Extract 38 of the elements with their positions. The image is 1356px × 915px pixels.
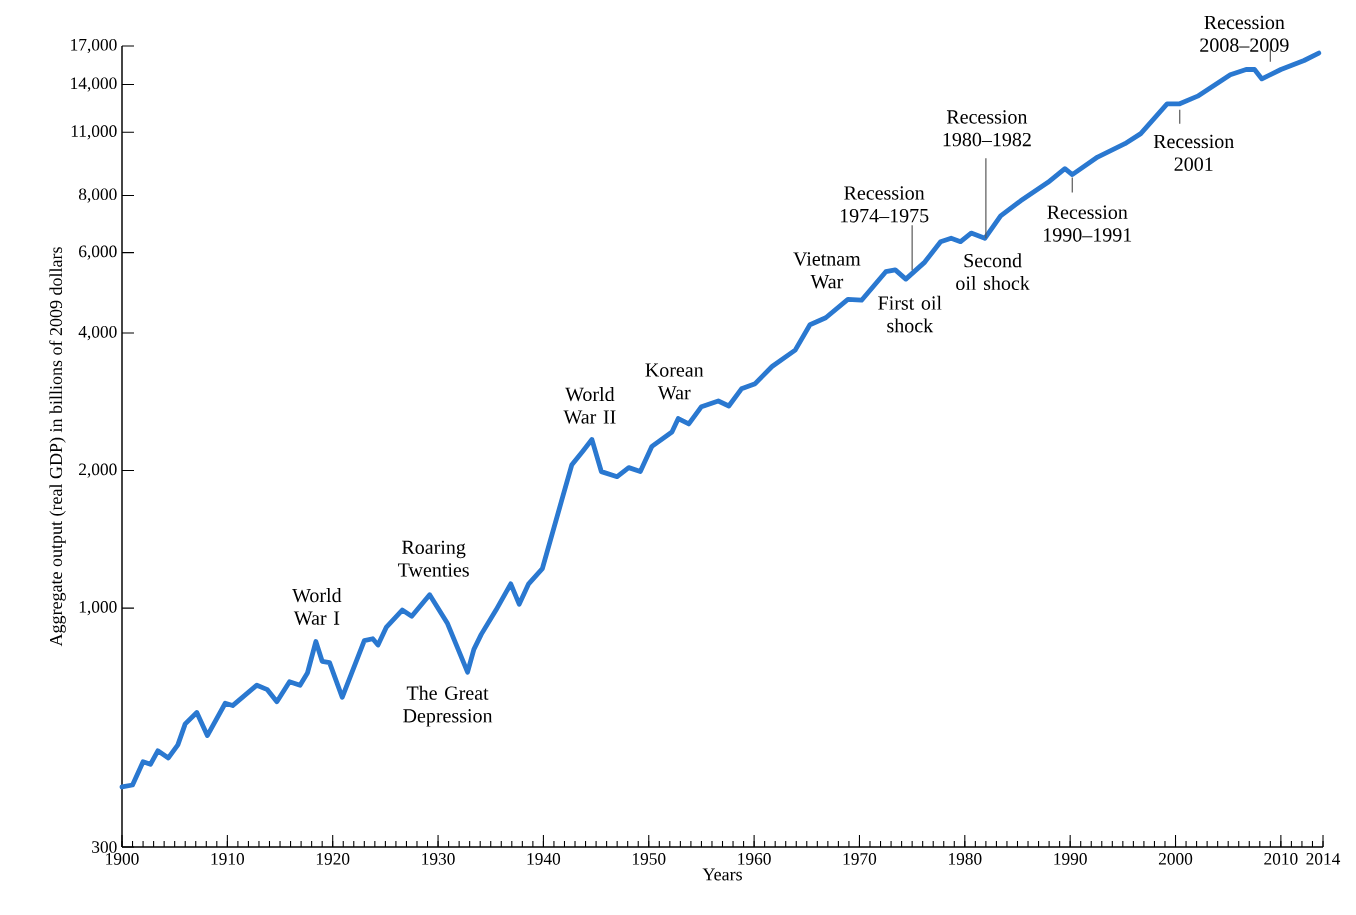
y-tick-label: 2,000 (79, 463, 117, 478)
annotation: The Great Depression (403, 685, 493, 727)
x-tick-label: 1920 (316, 853, 350, 865)
y-tick-label: 14,000 (71, 77, 117, 92)
x-tick-label: 1930 (422, 853, 455, 865)
x-tick-label: 1960 (738, 853, 771, 865)
x-tick-label: 1940 (527, 853, 561, 865)
line-series (119, 50, 1322, 790)
annotation: Vietnam War (793, 252, 861, 289)
x-tick-label: 1980 (949, 853, 982, 865)
annotation: Korean War (645, 363, 704, 400)
annotation: Recession 2001 (1153, 134, 1234, 171)
x-axis-title: Years (702, 868, 742, 881)
x-tick-label: 1900 (106, 853, 139, 865)
y-tick-label: 11,000 (71, 125, 117, 140)
y-tick-label: 300 (92, 841, 117, 853)
x-tick-label: 1950 (632, 853, 666, 865)
x-tick-label: 2010 (1264, 853, 1298, 865)
y-axis-title: Aggregate output (real GDP) in billions of 2009 dollars (49, 247, 66, 647)
annotation: First oil shock (878, 295, 942, 333)
y-tick-label: 6,000 (79, 245, 117, 260)
y-tick-label: 4,000 (78, 325, 117, 341)
y-tick-label: 1,000 (79, 601, 117, 616)
annotation: Recession 1990–1991 (1044, 205, 1132, 242)
x-tick-label: 1970 (843, 853, 877, 865)
annotation: Recession 2008–2009 (1200, 15, 1289, 52)
annotation: Recession 1980–1982 (943, 110, 1031, 147)
annotation: Second oil shock (956, 253, 1030, 291)
y-tick-label: 17,000 (71, 38, 117, 54)
x-tick-label: 2000 (1158, 853, 1193, 865)
x-tick-label: 1910 (211, 853, 245, 865)
annotation: World War I (292, 588, 342, 625)
y-tick-label: 8,000 (78, 188, 117, 203)
x-tick-label: 1990 (1054, 853, 1087, 865)
annotation: World War II (563, 387, 616, 424)
x-tick-label: 2014 (1306, 853, 1341, 865)
annotation: Recession 1974–1975 (840, 186, 929, 223)
annotation: Roaring Twenties (398, 540, 469, 577)
